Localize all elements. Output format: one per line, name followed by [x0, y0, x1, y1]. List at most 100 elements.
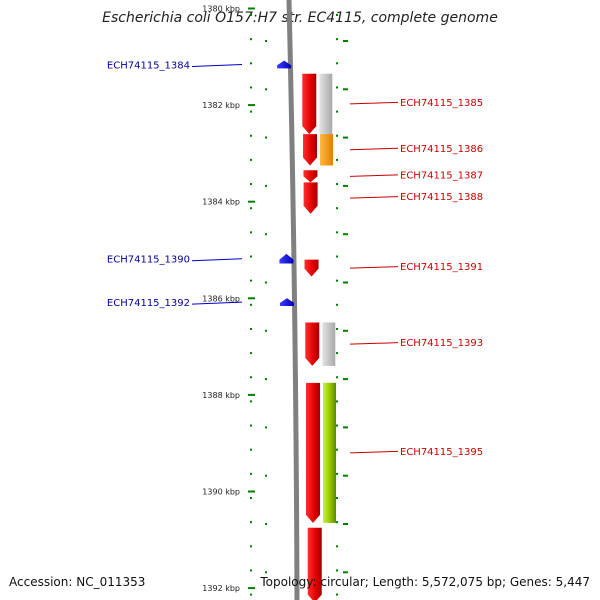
gene-label-leader — [349, 342, 399, 345]
scale-tick — [248, 104, 255, 107]
scale-dot-right — [336, 255, 338, 258]
scale-dot-right — [336, 110, 338, 113]
scale-dot-left-inner — [265, 233, 267, 236]
scale-tick — [248, 297, 255, 300]
scale-dot-left — [250, 400, 252, 403]
scale-dot-right — [336, 62, 338, 65]
scale-dot-left — [250, 448, 252, 451]
scale-dot-left — [250, 569, 252, 572]
plus-strand-gene — [304, 259, 319, 277]
scale-dot-left — [250, 14, 252, 16]
scale-dot-left — [250, 303, 252, 306]
scale-dot-left — [250, 352, 252, 355]
scale-dot-right — [336, 303, 338, 306]
scale-dot-left — [250, 134, 252, 137]
minus-strand-gene — [279, 253, 294, 264]
scale-dot-left — [250, 158, 252, 161]
scale-tick — [248, 587, 255, 590]
gene-label-leader — [349, 450, 399, 454]
scale-mark-right — [343, 184, 348, 187]
plus-strand-gene — [303, 170, 318, 183]
scale-dot-left — [250, 62, 252, 65]
scale-dot-right — [336, 569, 338, 572]
scale-dot-left-inner — [265, 474, 267, 477]
gene-label-leader — [349, 101, 399, 105]
scale-tick-label: 1380 kbp — [202, 5, 240, 14]
scale-dot-right — [336, 207, 338, 210]
accession-text: Accession: NC_011353 — [9, 575, 146, 589]
plus-strand-gene — [305, 322, 320, 366]
scale-dot-left-inner — [265, 426, 267, 429]
scale-mark-right — [343, 378, 348, 381]
scale-mark-right — [343, 523, 348, 525]
scale-dot-left-inner — [265, 136, 267, 139]
scale-dot-right — [336, 134, 338, 137]
plus-strand-gene — [302, 73, 317, 135]
scale-dot-left — [250, 38, 252, 41]
minus-gene-label: ECH74115_1390 — [107, 255, 190, 266]
minus-gene-label: ECH74115_1392 — [107, 298, 190, 309]
scale-dot-right — [336, 448, 338, 451]
scale-mark-right — [343, 136, 348, 139]
scale-dot-right — [336, 38, 338, 41]
scale-mark-right — [343, 474, 348, 477]
gene-label-leader — [349, 147, 399, 151]
scale-dot-left-inner — [265, 329, 267, 332]
scale-dot-right — [336, 14, 338, 16]
inner-feature-block — [320, 134, 334, 166]
plus-gene-label: ECH74115_1386 — [400, 144, 483, 155]
scale-mark-right — [343, 233, 348, 236]
scale-dot-left-inner — [265, 523, 267, 525]
scale-dot-left-inner — [265, 88, 267, 91]
scale-dot-right — [336, 86, 338, 89]
scale-dot-right — [336, 593, 338, 596]
scale-dot-right — [336, 376, 338, 379]
scale-dot-right — [336, 183, 338, 186]
scale-dot-left — [250, 521, 252, 524]
minus-strand-gene — [279, 298, 294, 307]
minus-gene-label: ECH74115_1384 — [107, 61, 190, 72]
scale-tick-label: 1388 kbp — [202, 391, 240, 400]
scale-tick-label: 1392 kbp — [202, 584, 240, 593]
scale-dot-left-inner — [265, 378, 267, 381]
scale-dot-left — [250, 279, 252, 282]
scale-dot-right — [336, 400, 338, 403]
scale-tick-label: 1386 kbp — [202, 294, 240, 303]
plus-gene-label: ECH74115_1387 — [400, 170, 483, 181]
plus-gene-label: ECH74115_1395 — [400, 447, 483, 458]
scale-dot-right — [336, 521, 338, 524]
plus-strand-gene — [307, 527, 322, 600]
gene-label-leader — [191, 64, 243, 68]
scale-dot-right — [336, 472, 338, 475]
gene-label-leader — [191, 301, 243, 305]
scale-dot-left — [250, 497, 252, 499]
scale-dot-left — [250, 231, 252, 234]
plus-strand-gene — [305, 382, 320, 523]
scale-mark-right — [343, 40, 348, 42]
gene-label-leader — [349, 174, 399, 177]
scale-dot-left — [250, 593, 252, 596]
inner-feature-block — [319, 73, 333, 135]
scale-tick — [248, 490, 255, 493]
scale-dot-right — [336, 327, 338, 330]
scale-dot-left — [250, 545, 252, 548]
genome-backbone — [286, 0, 300, 600]
scale-tick — [248, 7, 255, 10]
scale-dot-left — [250, 207, 252, 210]
plus-gene-label: ECH74115_1385 — [400, 98, 483, 109]
scale-mark-right — [343, 571, 348, 574]
scale-dot-left-inner — [265, 40, 267, 42]
scale-dot-right — [336, 545, 338, 548]
genome-summary-text: Topology: circular; Length: 5,572,075 bp… — [260, 575, 590, 589]
scale-dot-right — [336, 279, 338, 282]
scale-tick — [248, 200, 255, 203]
plus-gene-label: ECH74115_1388 — [400, 192, 483, 203]
scale-mark-right — [343, 329, 348, 332]
scale-dot-left — [250, 110, 252, 113]
scale-dot-left-inner — [265, 184, 267, 187]
scale-tick — [248, 393, 255, 396]
scale-dot-right — [336, 424, 338, 427]
scale-mark-right — [343, 281, 348, 284]
scale-dot-left — [250, 376, 252, 379]
